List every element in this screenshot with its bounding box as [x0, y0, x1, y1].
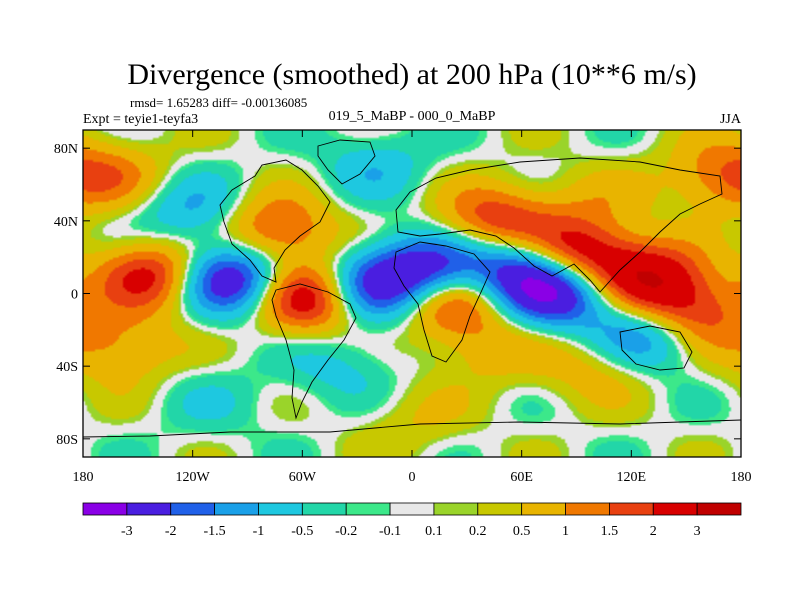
stats-label: rmsd= 1.65283 diff= -0.00136085: [130, 95, 307, 110]
colorbar-label: -0.2: [335, 524, 357, 539]
colorbar-label: -2: [165, 524, 177, 539]
colorbar-swatch: [389, 502, 435, 516]
colorbar-swatch: [170, 502, 216, 516]
colorbar-swatch: [477, 502, 523, 516]
colorbar-label: 0.1: [425, 524, 443, 539]
map-plot-area: [83, 130, 741, 457]
coast-north-america: [219, 159, 331, 283]
colorbar-label: -1: [253, 524, 265, 539]
colorbar-swatch: [301, 502, 347, 516]
colorbar-swatch: [652, 502, 698, 516]
colorbar-swatch: [82, 502, 128, 516]
x-tick-label: 180: [731, 470, 752, 485]
coast-africa: [393, 241, 491, 363]
x-tick-label: 60E: [510, 470, 533, 485]
colorbar-label: -3: [121, 524, 133, 539]
colorbar-label: 1.5: [601, 524, 619, 539]
colorbar-label: 1: [562, 524, 569, 539]
x-tick-label: 120E: [617, 470, 647, 485]
colorbar-swatch: [345, 502, 391, 516]
y-tick-label: 80S: [56, 433, 78, 448]
x-tick-label: 120W: [176, 470, 211, 485]
colorbar-label: 3: [694, 524, 701, 539]
colorbar-swatch: [126, 502, 172, 516]
x-axis: 180 120W 60W 0 60E 120E 180: [73, 130, 752, 485]
colorbar-swatch: [433, 502, 479, 516]
coast-south-america: [271, 283, 357, 420]
colorbar-swatch: [609, 502, 654, 516]
colorbar-label: 2: [650, 524, 657, 539]
coast-greenland: [317, 139, 376, 185]
y-tick-label: 0: [71, 288, 78, 303]
coast-australia: [619, 325, 693, 371]
colorbar-label: 0.5: [513, 524, 531, 539]
x-tick-label: 0: [409, 470, 416, 485]
colorbar-swatch: [565, 502, 610, 516]
colorbar: -3 -2 -1.5 -1 -0.5 -0.2 -0.1 0.1 0.2 0.5 1 1.5 2 3: [82, 502, 742, 539]
y-tick-label: 80N: [54, 142, 78, 157]
colorbar-swatch: [214, 502, 259, 516]
chart-title: Divergence (smoothed) at 200 hPa (10**6 …: [127, 58, 696, 91]
divergence-field: [83, 130, 741, 457]
colorbar-label: -1.5: [204, 524, 226, 539]
coast-antarctica: [83, 419, 741, 438]
colorbar-label: -0.1: [379, 524, 401, 539]
coast-eurasia: [395, 157, 723, 293]
y-tick-label: 40S: [56, 360, 78, 375]
season-label: JJA: [720, 112, 742, 127]
colorbar-label: -0.5: [291, 524, 313, 539]
x-tick-label: 180: [73, 470, 94, 485]
colorbar-swatch: [696, 502, 742, 516]
comparison-label: 019_5_MaBP - 000_0_MaBP: [329, 109, 496, 124]
x-tick-label: 60W: [289, 470, 317, 485]
colorbar-swatch: [521, 502, 566, 516]
y-axis: 80N 40N 0 40S 80S: [54, 142, 741, 448]
colorbar-label: 0.2: [469, 524, 487, 539]
y-tick-label: 40N: [54, 215, 78, 230]
coastline-outlines: [83, 139, 741, 438]
colorbar-swatch: [258, 502, 303, 516]
experiment-label: Expt = teyie1-teyfa3: [83, 112, 198, 127]
